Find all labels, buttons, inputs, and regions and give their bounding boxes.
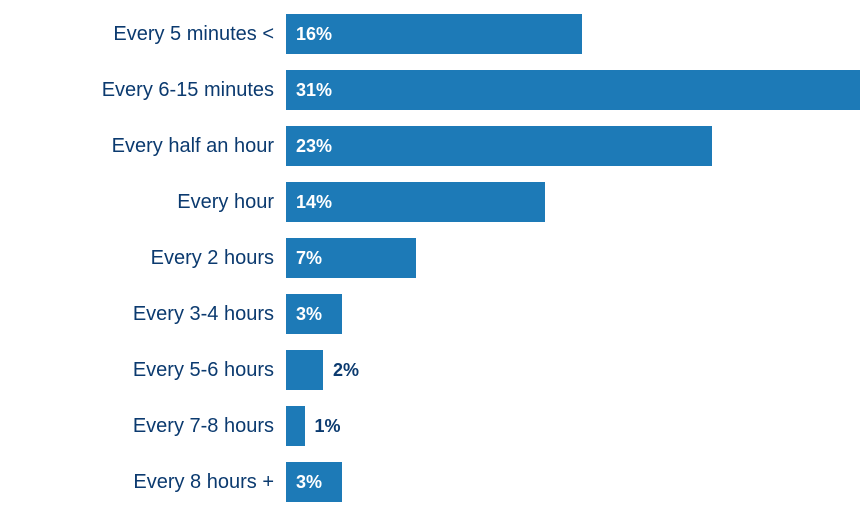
category-label: Every hour — [0, 191, 286, 214]
category-label: Every 5-6 hours — [0, 359, 286, 382]
bar-track: 23% — [286, 126, 866, 166]
bar-track: 16% — [286, 14, 866, 54]
bar-track: 31% — [286, 70, 866, 110]
value-label: 14% — [296, 192, 332, 213]
category-label: Every 6-15 minutes — [0, 79, 286, 102]
value-label: 2% — [333, 360, 359, 381]
chart-row: Every hour 14% — [0, 182, 866, 222]
value-label: 7% — [296, 248, 322, 269]
bar-track: 3% — [286, 294, 866, 334]
bar-track: 1% — [286, 406, 866, 446]
chart-row: Every 6-15 minutes 31% — [0, 70, 866, 110]
category-label: Every 5 minutes < — [0, 23, 286, 46]
bar: 14% — [286, 182, 545, 222]
bar — [286, 406, 305, 446]
chart-row: Every half an hour 23% — [0, 126, 866, 166]
bar: 3% — [286, 294, 342, 334]
value-label: 31% — [296, 80, 332, 101]
bar-track: 3% — [286, 462, 866, 502]
category-label: Every half an hour — [0, 135, 286, 158]
bar: 7% — [286, 238, 416, 278]
bar-track: 2% — [286, 350, 866, 390]
chart-row: Every 2 hours 7% — [0, 238, 866, 278]
category-label: Every 3-4 hours — [0, 303, 286, 326]
bar: 31% — [286, 70, 860, 110]
chart-row: Every 3-4 hours 3% — [0, 294, 866, 334]
chart-row: Every 5 minutes < 16% — [0, 14, 866, 54]
bar: 16% — [286, 14, 582, 54]
bar: 3% — [286, 462, 342, 502]
chart-row: Every 7-8 hours 1% — [0, 406, 866, 446]
value-label: 3% — [296, 472, 322, 493]
value-label: 3% — [296, 304, 322, 325]
category-label: Every 8 hours + — [0, 471, 286, 494]
bar-track: 7% — [286, 238, 866, 278]
category-label: Every 7-8 hours — [0, 415, 286, 438]
horizontal-bar-chart: Every 5 minutes < 16% Every 6-15 minutes 31… — [0, 0, 866, 525]
value-label: 16% — [296, 24, 332, 45]
value-label: 23% — [296, 136, 332, 157]
category-label: Every 2 hours — [0, 247, 286, 270]
chart-row: Every 5-6 hours 2% — [0, 350, 866, 390]
bar — [286, 350, 323, 390]
bar-track: 14% — [286, 182, 866, 222]
value-label: 1% — [315, 416, 341, 437]
chart-row: Every 8 hours + 3% — [0, 462, 866, 502]
bar: 23% — [286, 126, 712, 166]
